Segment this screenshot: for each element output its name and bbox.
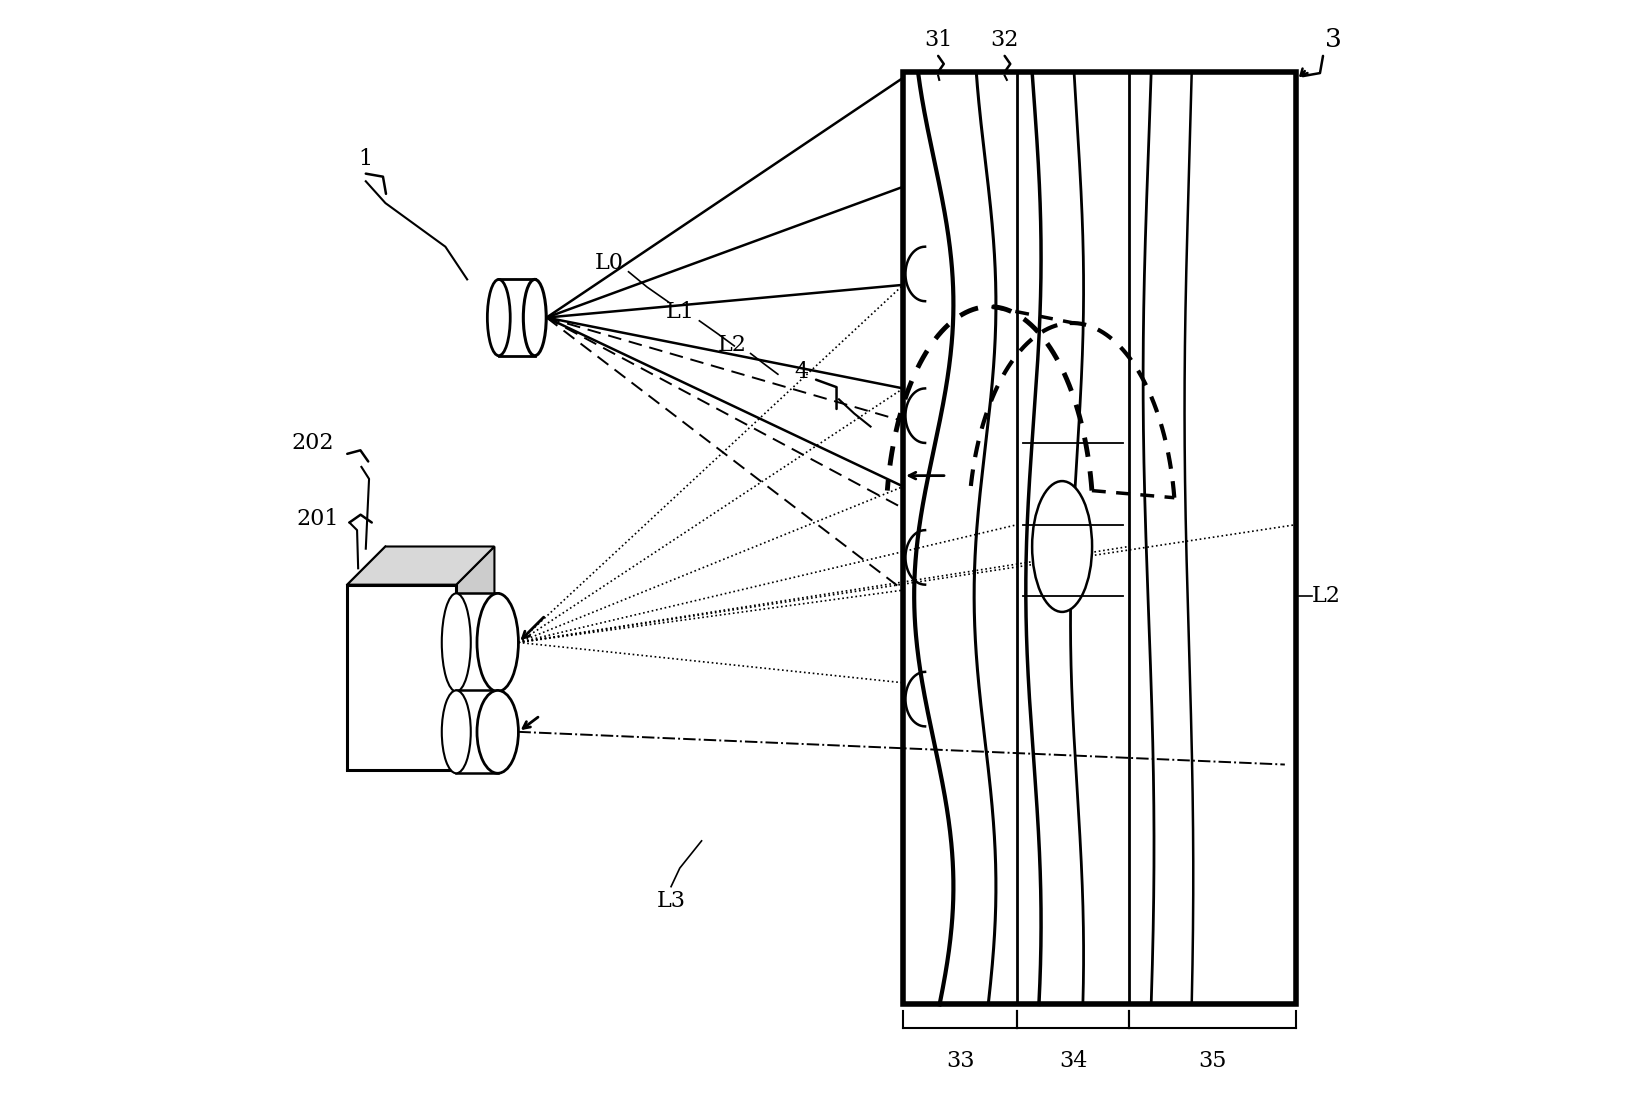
Bar [457,691,498,773]
Text: 4: 4 [795,361,808,383]
Text: 202: 202 [291,432,334,454]
Polygon shape [457,546,495,769]
Text: 31: 31 [923,28,953,50]
Text: L2: L2 [718,333,746,356]
Ellipse shape [476,593,519,692]
Ellipse shape [524,280,545,355]
Text: 35: 35 [1198,1050,1227,1072]
Bar [499,280,544,355]
Ellipse shape [476,691,519,773]
Text: 3: 3 [1326,27,1342,52]
Bar [386,546,495,732]
Ellipse shape [488,280,511,355]
Text: 34: 34 [1058,1050,1088,1072]
Bar [904,72,1296,1004]
Text: L1: L1 [665,301,695,324]
Text: 33: 33 [946,1050,974,1072]
Text: 201: 201 [297,508,338,530]
Text: L2: L2 [1311,585,1341,607]
Ellipse shape [442,593,472,692]
Polygon shape [347,546,495,585]
Ellipse shape [442,691,472,773]
Bar [347,585,457,769]
Text: L3: L3 [657,890,685,912]
Text: 1: 1 [358,149,373,171]
Text: L0: L0 [595,252,623,274]
Bar [457,593,498,692]
Ellipse shape [1032,481,1093,612]
Text: 32: 32 [991,28,1019,50]
